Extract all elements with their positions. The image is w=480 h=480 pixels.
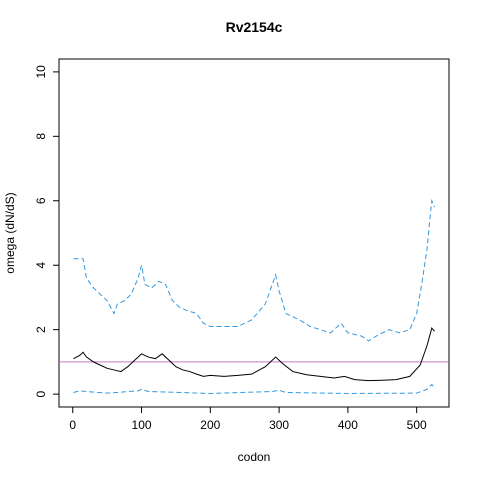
y-tick-label: 4 [34, 262, 48, 269]
y-tick-label: 6 [34, 197, 48, 204]
chart-title: Rv2154c [226, 19, 283, 35]
x-tick-label: 200 [200, 418, 220, 432]
y-tick-label: 10 [34, 65, 48, 79]
y-axis-label: omega (dN/dS) [3, 192, 17, 273]
x-tick-label: 500 [407, 418, 427, 432]
plot-frame [58, 58, 450, 408]
y-tick-label: 8 [34, 133, 48, 140]
x-axis-label: codon [238, 450, 271, 464]
x-tick-label: 0 [69, 418, 76, 432]
x-tick-label: 300 [269, 418, 289, 432]
x-tick-label: 100 [132, 418, 152, 432]
series-line [73, 327, 435, 382]
series-line [73, 198, 436, 342]
x-tick-label: 400 [338, 418, 358, 432]
y-tick-label: 0 [34, 390, 48, 397]
y-tick-label: 2 [34, 326, 48, 333]
series-line [73, 383, 435, 394]
